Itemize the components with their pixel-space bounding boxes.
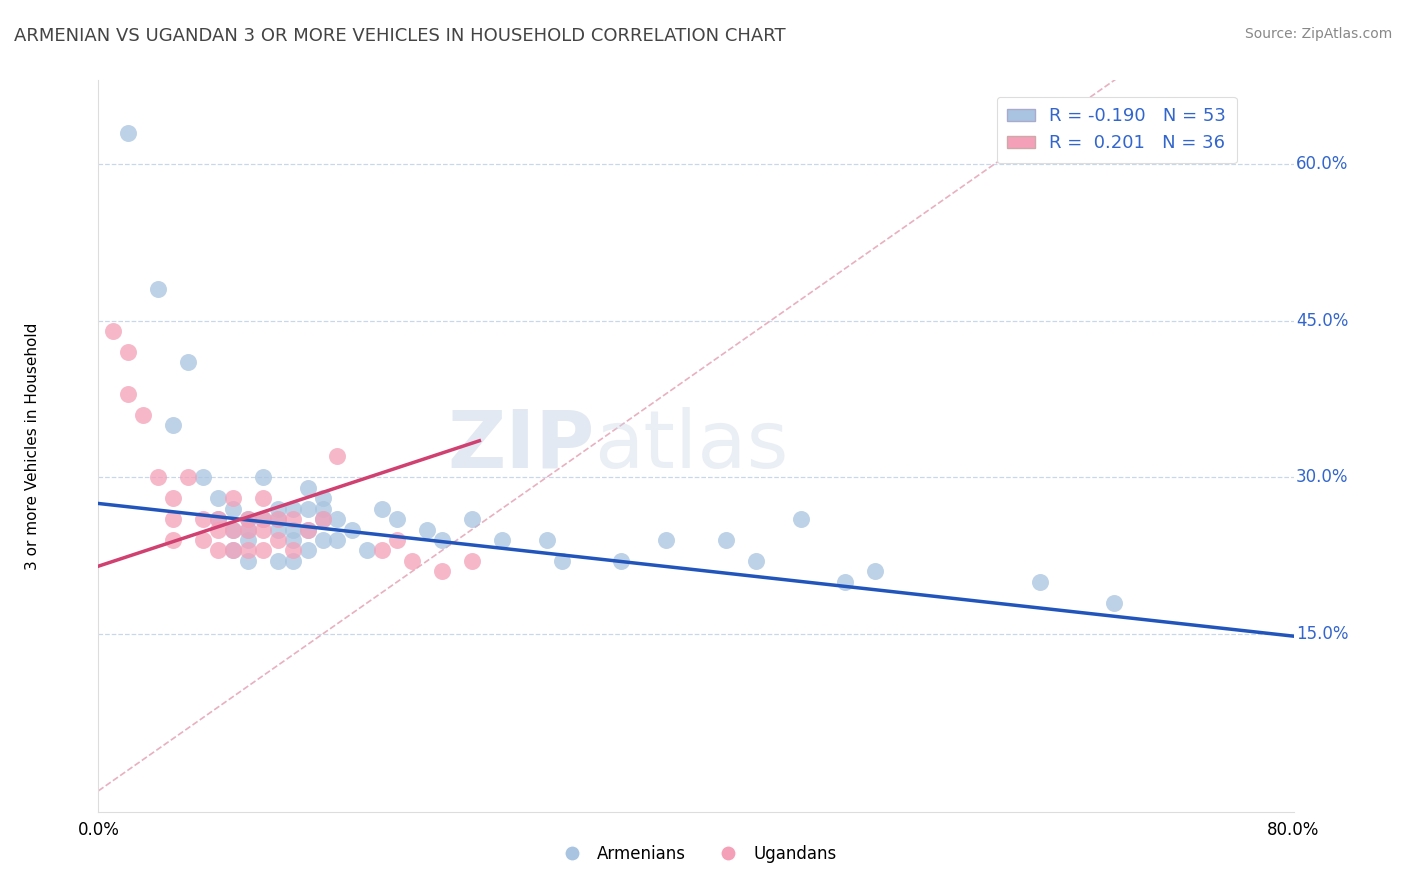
Point (491, 533, 513, 547)
Point (222, 543, 245, 558)
Point (1104, 596, 1126, 610)
Point (267, 523, 290, 537)
Point (207, 512, 229, 526)
Point (714, 533, 737, 547)
Point (281, 512, 304, 526)
Point (252, 470, 274, 484)
Point (311, 533, 333, 547)
Text: 45.0%: 45.0% (1296, 311, 1348, 330)
Point (610, 554, 633, 568)
Point (177, 355, 200, 369)
Point (865, 565, 887, 579)
Point (267, 512, 290, 526)
Text: 3 or more Vehicles in Household: 3 or more Vehicles in Household (25, 322, 41, 570)
Point (222, 491, 245, 506)
Point (326, 533, 349, 547)
Point (789, 512, 811, 526)
Point (281, 501, 304, 516)
Point (236, 512, 259, 526)
Point (207, 491, 229, 506)
Text: 30.0%: 30.0% (1296, 468, 1348, 486)
Point (252, 523, 274, 537)
Point (371, 543, 394, 558)
Point (236, 512, 259, 526)
Point (385, 533, 409, 547)
Point (430, 565, 453, 579)
Point (236, 543, 259, 558)
Point (385, 512, 409, 526)
Point (267, 554, 290, 568)
Legend: Armenians, Ugandans: Armenians, Ugandans (548, 838, 844, 869)
Point (132, 408, 155, 422)
Point (162, 512, 184, 526)
Text: ARMENIAN VS UGANDAN 3 OR MORE VEHICLES IN HOUSEHOLD CORRELATION CHART: ARMENIAN VS UGANDAN 3 OR MORE VEHICLES I… (14, 27, 786, 45)
Point (222, 543, 245, 558)
Point (267, 501, 290, 516)
Point (356, 543, 378, 558)
Point (148, 470, 170, 484)
Point (342, 523, 364, 537)
Point (311, 501, 333, 516)
Point (162, 491, 184, 506)
Point (191, 533, 214, 547)
Text: 60.0%: 60.0% (1296, 155, 1348, 173)
Point (745, 554, 768, 568)
Point (326, 512, 349, 526)
Point (834, 574, 856, 589)
Point (207, 523, 229, 537)
Point (536, 533, 558, 547)
Point (297, 523, 319, 537)
Point (461, 512, 484, 526)
Point (252, 491, 274, 506)
Point (550, 554, 572, 568)
Point (117, 386, 139, 401)
Point (297, 523, 319, 537)
Point (267, 533, 290, 547)
Point (1028, 574, 1050, 589)
Point (281, 523, 304, 537)
Point (207, 543, 229, 558)
Point (236, 523, 259, 537)
Point (461, 554, 484, 568)
Point (207, 512, 229, 526)
Point (281, 543, 304, 558)
Point (117, 345, 139, 359)
Point (311, 512, 333, 526)
Point (252, 512, 274, 526)
Point (281, 533, 304, 547)
Point (236, 554, 259, 568)
Point (236, 533, 259, 547)
Point (177, 470, 200, 484)
Point (222, 523, 245, 537)
Point (655, 533, 678, 547)
Point (117, 126, 139, 140)
Text: Source: ZipAtlas.com: Source: ZipAtlas.com (1244, 27, 1392, 41)
Point (191, 470, 214, 484)
Point (162, 418, 184, 433)
Point (103, 324, 125, 338)
Point (191, 512, 214, 526)
Point (222, 501, 245, 516)
Text: atlas: atlas (595, 407, 789, 485)
Point (252, 512, 274, 526)
Point (236, 523, 259, 537)
Point (311, 512, 333, 526)
Point (297, 481, 319, 495)
Point (222, 523, 245, 537)
Point (326, 450, 349, 464)
Point (297, 543, 319, 558)
Point (162, 533, 184, 547)
Text: 15.0%: 15.0% (1296, 625, 1348, 643)
Point (297, 501, 319, 516)
Point (371, 501, 394, 516)
Text: ZIP: ZIP (447, 407, 595, 485)
Point (401, 554, 423, 568)
Point (267, 512, 290, 526)
Point (416, 523, 439, 537)
Point (281, 554, 304, 568)
Point (252, 543, 274, 558)
Point (311, 491, 333, 506)
Point (148, 282, 170, 296)
Point (430, 533, 453, 547)
